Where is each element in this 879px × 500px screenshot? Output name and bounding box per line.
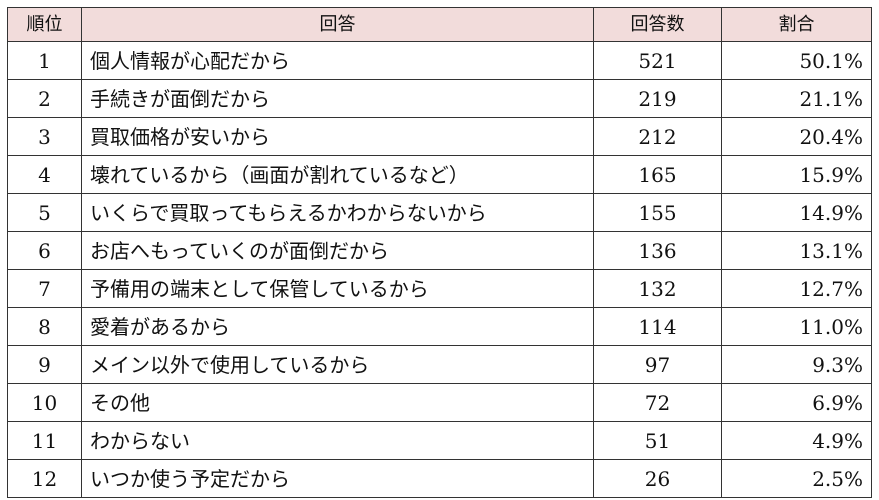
survey-results-table: 順位 回答 回答数 割合 1 個人情報が心配だから 521 50.1% 2 手続きが面倒だ… xyxy=(7,7,872,498)
cell-count: 72 xyxy=(593,383,722,422)
cell-ratio: 11.0% xyxy=(721,307,872,346)
table-row: 2 手続きが面倒だから 219 21.1% xyxy=(7,79,872,118)
cell-rank: 11 xyxy=(7,421,82,460)
cell-answer: 手続きが面倒だから xyxy=(81,79,594,118)
cell-answer: お店へもっていくのが面倒だから xyxy=(81,231,594,270)
cell-count: 97 xyxy=(593,345,722,384)
header-answer: 回答 xyxy=(81,7,594,42)
table-row: 12 いつか使う予定だから 26 2.5% xyxy=(7,459,872,498)
cell-count: 26 xyxy=(593,459,722,498)
cell-ratio: 2.5% xyxy=(721,459,872,498)
cell-rank: 2 xyxy=(7,79,82,118)
cell-rank: 6 xyxy=(7,231,82,270)
table-row: 8 愛着があるから 114 11.0% xyxy=(7,307,872,346)
cell-count: 521 xyxy=(593,41,722,80)
cell-rank: 1 xyxy=(7,41,82,80)
cell-count: 212 xyxy=(593,117,722,156)
cell-ratio: 6.9% xyxy=(721,383,872,422)
cell-rank: 4 xyxy=(7,155,82,194)
cell-answer: 予備用の端末として保管しているから xyxy=(81,269,594,308)
cell-answer: メイン以外で使用しているから xyxy=(81,345,594,384)
cell-answer: 個人情報が心配だから xyxy=(81,41,594,80)
cell-answer: 愛着があるから xyxy=(81,307,594,346)
cell-rank: 7 xyxy=(7,269,82,308)
table-header-row: 順位 回答 回答数 割合 xyxy=(7,7,872,42)
cell-rank: 3 xyxy=(7,117,82,156)
cell-ratio: 13.1% xyxy=(721,231,872,270)
table-body: 1 個人情報が心配だから 521 50.1% 2 手続きが面倒だから 219 21.1% 3 買取… xyxy=(7,41,872,498)
cell-answer: 買取価格が安いから xyxy=(81,117,594,156)
cell-answer: いつか使う予定だから xyxy=(81,459,594,498)
cell-count: 51 xyxy=(593,421,722,460)
cell-answer: わからない xyxy=(81,421,594,460)
cell-ratio: 12.7% xyxy=(721,269,872,308)
cell-rank: 5 xyxy=(7,193,82,232)
cell-ratio: 9.3% xyxy=(721,345,872,384)
table-row: 11 わからない 51 4.9% xyxy=(7,421,872,460)
cell-answer: いくらで買取ってもらえるかわからないから xyxy=(81,193,594,232)
table-row: 5 いくらで買取ってもらえるかわからないから 155 14.9% xyxy=(7,193,872,232)
table-row: 1 個人情報が心配だから 521 50.1% xyxy=(7,41,872,80)
cell-rank: 10 xyxy=(7,383,82,422)
cell-ratio: 50.1% xyxy=(721,41,872,80)
header-ratio: 割合 xyxy=(721,7,872,42)
header-rank: 順位 xyxy=(7,7,82,42)
cell-count: 165 xyxy=(593,155,722,194)
table-row: 3 買取価格が安いから 212 20.4% xyxy=(7,117,872,156)
cell-rank: 9 xyxy=(7,345,82,384)
cell-ratio: 14.9% xyxy=(721,193,872,232)
cell-count: 114 xyxy=(593,307,722,346)
table-row: 10 その他 72 6.9% xyxy=(7,383,872,422)
header-count: 回答数 xyxy=(593,7,722,42)
table-row: 7 予備用の端末として保管しているから 132 12.7% xyxy=(7,269,872,308)
cell-ratio: 4.9% xyxy=(721,421,872,460)
table-row: 4 壊れているから（画面が割れているなど） 165 15.9% xyxy=(7,155,872,194)
cell-answer: 壊れているから（画面が割れているなど） xyxy=(81,155,594,194)
cell-count: 132 xyxy=(593,269,722,308)
cell-answer: その他 xyxy=(81,383,594,422)
cell-count: 155 xyxy=(593,193,722,232)
table-row: 6 お店へもっていくのが面倒だから 136 13.1% xyxy=(7,231,872,270)
cell-rank: 8 xyxy=(7,307,82,346)
cell-ratio: 15.9% xyxy=(721,155,872,194)
cell-rank: 12 xyxy=(7,459,82,498)
cell-count: 219 xyxy=(593,79,722,118)
cell-ratio: 21.1% xyxy=(721,79,872,118)
table-row: 9 メイン以外で使用しているから 97 9.3% xyxy=(7,345,872,384)
cell-count: 136 xyxy=(593,231,722,270)
cell-ratio: 20.4% xyxy=(721,117,872,156)
